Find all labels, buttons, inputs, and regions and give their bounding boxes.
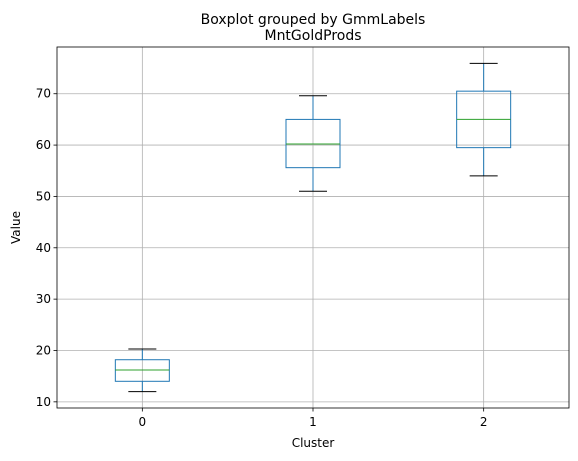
y-tick-label: 30 — [36, 292, 51, 306]
y-tick-label: 10 — [36, 395, 51, 409]
y-axis-ticks: 10 20 30 40 50 60 70 — [36, 87, 57, 409]
y-tick-label: 40 — [36, 241, 51, 255]
y-tick-label: 60 — [36, 138, 51, 152]
y-tick-label: 70 — [36, 87, 51, 101]
x-tick-label: 1 — [309, 415, 317, 429]
boxes-group — [114, 62, 512, 393]
x-tick-label: 0 — [139, 415, 147, 429]
box-iqr — [114, 359, 170, 382]
x-axis-label: Cluster — [292, 436, 335, 450]
y-axis-label: Value — [9, 211, 23, 244]
x-axis-ticks: 0 1 2 — [139, 408, 488, 429]
x-tick-label: 2 — [480, 415, 488, 429]
y-tick-label: 20 — [36, 343, 51, 357]
box-iqr — [285, 118, 341, 169]
chart-subtitle: MntGoldProds — [264, 28, 361, 44]
y-tick-label: 50 — [36, 189, 51, 203]
chart-title: Boxplot grouped by GmmLabels — [201, 12, 426, 28]
